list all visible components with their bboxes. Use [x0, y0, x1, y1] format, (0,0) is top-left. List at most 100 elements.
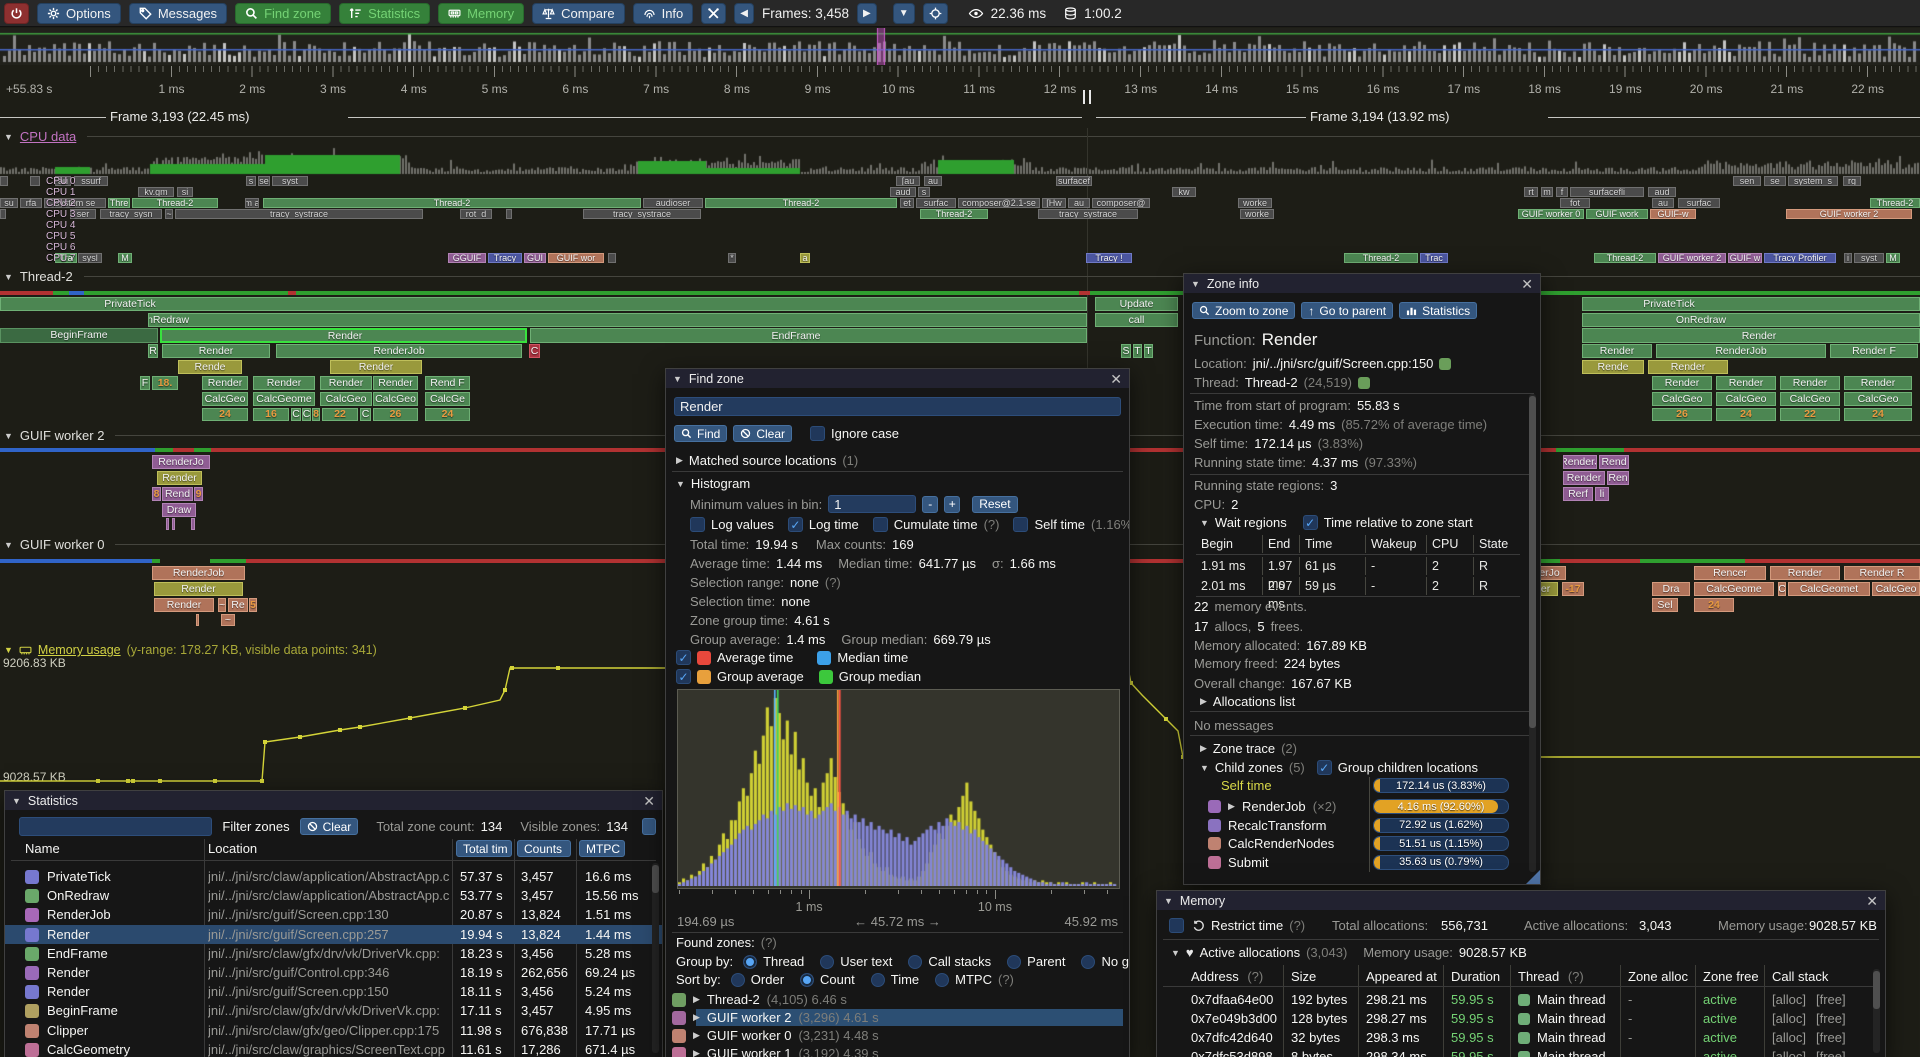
zone[interactable]: [au: [896, 176, 920, 186]
zone[interactable]: sen: [1733, 176, 1761, 186]
found-zone-thread-row[interactable]: ▶ GUIF worker 1 (3,192) 4.39 s: [672, 1045, 1123, 1057]
zone[interactable]: Thread-2: [1344, 253, 1418, 263]
min-bin-input[interactable]: [828, 495, 917, 513]
close-icon[interactable]: ✕: [1521, 275, 1533, 292]
sort-by-radio[interactable]: [935, 972, 950, 987]
child-zone-row[interactable]: ▶ RenderJob (×2) 4.16 ms (92.60%): [1184, 798, 1534, 815]
found-zone-thread-row[interactable]: ▶ GUIF worker 0 (3,231) 4.48 s: [672, 1027, 1123, 1044]
location-row[interactable]: Location: jni/../jni/src/guif/Screen.cpp…: [1194, 356, 1452, 371]
zone[interactable]: Draw: [162, 503, 196, 517]
active-allocations-header[interactable]: ▼ ♥ Active allocations (3,043) Memory us…: [1171, 945, 1527, 960]
alloc-link[interactable]: [alloc]: [1772, 992, 1806, 1007]
zone[interactable]: 24: [1844, 408, 1912, 421]
zone[interactable]: 5: [249, 598, 257, 612]
child-zones-header[interactable]: ▼ Child zones (5) ✓ Group children locat…: [1200, 760, 1478, 775]
memory-col-zone-free[interactable]: Zone free: [1703, 969, 1759, 984]
zone[interactable]: au: [1068, 198, 1090, 208]
statistics-button[interactable]: Statistics: [339, 2, 431, 24]
clear-button[interactable]: Clear: [733, 425, 793, 442]
zone[interactable]: CalcGeo: [1652, 392, 1712, 406]
zone[interactable]: tracy_sysn: [100, 209, 162, 219]
zone[interactable]: OnRedraw: [148, 313, 1087, 327]
zone[interactable]: ~: [218, 598, 226, 612]
memory-usage-plot[interactable]: [0, 640, 1920, 790]
zone[interactable]: Render: [1652, 376, 1712, 390]
zone[interactable]: RenderJob: [152, 566, 245, 580]
zone[interactable]: f: [1556, 187, 1568, 197]
zone[interactable]: Render: [1844, 376, 1912, 390]
zone[interactable]: 8: [312, 408, 320, 421]
zone[interactable]: RenderJo: [152, 455, 210, 469]
frame-label-left[interactable]: Frame 3,193 (22.45 ms): [110, 109, 250, 124]
cpu-data-header[interactable]: ▼ CPU data: [4, 129, 1920, 144]
zone[interactable]: au: [55, 176, 71, 186]
zone[interactable]: PrivateTick: [0, 297, 1087, 311]
zone[interactable]: surfacefli: [1570, 187, 1644, 197]
zone[interactable]: m: [1541, 187, 1553, 197]
sort-by-radio[interactable]: [800, 972, 815, 987]
zone[interactable]: aud: [1648, 187, 1676, 197]
zone[interactable]: RenderJob: [276, 344, 522, 358]
zone[interactable]: Render: [320, 376, 372, 390]
options-button[interactable]: Options: [37, 2, 121, 24]
log-time-checkbox[interactable]: ✓: [787, 517, 803, 532]
zone[interactable]: Ren: [1607, 471, 1629, 485]
zone[interactable]: 18.: [152, 376, 178, 390]
memory-table-row[interactable]: 0x7dfc53d898 8 bytes 298.34 ms 59.95 s Main …: [1157, 1048, 1885, 1057]
zone-info-scrollbar[interactable]: [1529, 394, 1536, 872]
free-link[interactable]: [free]: [1815, 1011, 1846, 1026]
zone[interactable]: GUIF worker 2: [1786, 209, 1912, 219]
zone[interactable]: tracy_systrace: [1038, 209, 1138, 219]
found-zone-thread-row[interactable]: ▶ Thread-2 (4,105) 6.46 s: [672, 991, 1123, 1008]
zone[interactable]: 26: [1652, 408, 1712, 421]
zone[interactable]: tracy_systrace: [583, 209, 701, 219]
find-button[interactable]: Find: [674, 425, 728, 442]
zone[interactable]: Rencer: [1694, 566, 1766, 580]
zone[interactable]: [Hw: [1042, 198, 1066, 208]
show-group-checkbox[interactable]: ✓: [676, 669, 691, 684]
zone[interactable]: [0, 209, 6, 219]
zone[interactable]: CalcGeo: [1716, 392, 1776, 406]
memory-table-row[interactable]: 0x7e049b3d00 128 bytes 298.27 ms 59.95 s Mai…: [1157, 1010, 1885, 1029]
cumulate-time-checkbox[interactable]: [872, 517, 888, 532]
zone[interactable]: Render: [154, 598, 214, 612]
zone[interactable]: syst: [1854, 253, 1884, 263]
go-to-parent-button[interactable]: ↑ Go to parent: [1301, 302, 1394, 319]
zone[interactable]: CalcGeo: [202, 392, 248, 406]
sort-by-radio[interactable]: [870, 972, 885, 987]
compare-button[interactable]: Compare: [532, 2, 625, 24]
histogram-section-header[interactable]: ▼ Histogram: [676, 476, 750, 491]
zone[interactable]: GGUIF: [448, 253, 486, 263]
zone[interactable]: 9: [194, 487, 203, 501]
statistics-window-titlebar[interactable]: ▼ Statistics ✕: [5, 791, 662, 810]
zone[interactable]: 26: [373, 408, 418, 421]
zone[interactable]: Thread-2: [920, 209, 988, 219]
zone[interactable]: Thre: [108, 198, 130, 208]
memory-col-zone-alloc[interactable]: Zone alloc: [1628, 969, 1688, 984]
zone[interactable]: m a: [245, 198, 259, 208]
zone[interactable]: [172, 518, 175, 530]
zone[interactable]: et: [900, 198, 914, 208]
table-row[interactable]: PrivateTick jni/../jni/src/claw/applicati…: [5, 867, 662, 886]
zone[interactable]: se: [258, 176, 270, 186]
zone[interactable]: tracy_systrace: [175, 209, 423, 219]
zone[interactable]: rt: [1524, 187, 1538, 197]
zone[interactable]: Tracy !: [1086, 253, 1132, 263]
zone[interactable]: Render: [162, 344, 270, 358]
zone[interactable]: Render: [1770, 566, 1840, 580]
zone[interactable]: 24: [425, 408, 470, 421]
zone[interactable]: M: [118, 253, 132, 263]
col-total-time-button[interactable]: Total tim: [456, 840, 512, 857]
histogram-plot[interactable]: [677, 689, 1120, 889]
zone[interactable]: [191, 518, 195, 530]
min-bin-increase-button[interactable]: +: [944, 495, 961, 513]
reset-button[interactable]: Reset: [972, 495, 1018, 513]
zone[interactable]: [0, 176, 8, 186]
filter-zones-input[interactable]: [19, 817, 213, 836]
zone[interactable]: Render: [202, 376, 248, 390]
zone[interactable]: CalcGe: [425, 392, 470, 406]
restrict-time-checkbox[interactable]: [1169, 918, 1184, 933]
zone[interactable]: GUIF w: [1728, 253, 1762, 263]
table-row[interactable]: Clipper jni/../jni/src/claw/gfx/geo/Clipp…: [5, 1021, 662, 1040]
table-row[interactable]: RenderJob jni/../jni/src/guif/Screen.cpp:…: [5, 905, 662, 924]
